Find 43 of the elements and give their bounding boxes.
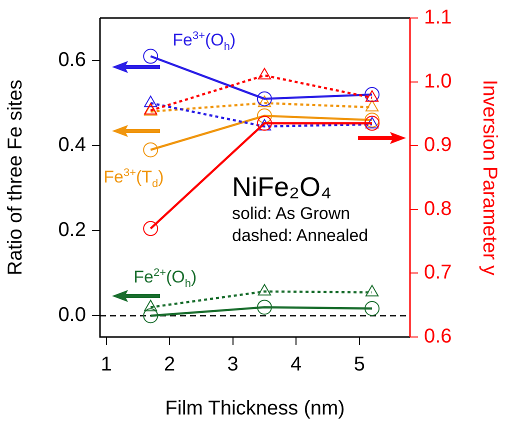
y2-tick-label: 0.7 [424, 262, 452, 284]
point [258, 284, 272, 296]
y-tick-label: 0.2 [58, 219, 86, 242]
annotation: solid: As Grown [232, 204, 350, 224]
point [365, 100, 379, 112]
x-axis-title: Film Thickness (nm) [165, 398, 345, 420]
point [256, 116, 272, 131]
y-tick-label: 0.0 [58, 304, 86, 326]
point [365, 284, 379, 296]
y2-tick-label: 0.9 [424, 134, 452, 156]
y2-tick-label: 0.8 [424, 198, 452, 220]
point [143, 48, 158, 64]
x-tick-label: 5 [354, 354, 365, 376]
y-tick-label: 0.4 [58, 134, 86, 156]
x-tick-label: 4 [290, 354, 302, 376]
point [143, 221, 158, 236]
series-label: Fe$^{2+}$(O$_{h}$) [134, 266, 197, 290]
point [144, 96, 158, 108]
y-tick-label: 0.6 [58, 49, 86, 72]
point [364, 112, 380, 128]
y-axis-title: Ratio of three Fe sites [4, 80, 27, 276]
y2-tick-label: 0.6 [424, 326, 452, 348]
point [256, 300, 272, 315]
point [364, 87, 380, 102]
annotation: dashed: Annealed [232, 226, 368, 246]
point [256, 91, 272, 106]
x-tick-label: 1 [100, 354, 112, 376]
point [365, 90, 379, 102]
series-label: Fe$^{3+}$(T$_{d}$) [104, 166, 164, 190]
point [258, 96, 272, 108]
series-label: Fe$^{3+}$(O$_{h}$) [172, 30, 236, 54]
y2-tick-label: 1.1 [424, 6, 452, 29]
point [364, 301, 380, 316]
x-tick-label: 2 [164, 354, 176, 376]
point [256, 108, 272, 124]
point [258, 68, 272, 80]
point [143, 308, 158, 324]
point [144, 300, 158, 312]
y2-axis-title: Inversion Parameter y [478, 80, 500, 276]
annotation: NiFe₂O₄ [232, 172, 332, 204]
x-tick-label: 3 [227, 354, 238, 376]
point [143, 142, 158, 158]
y2-tick-label: 1.0 [424, 70, 452, 92]
